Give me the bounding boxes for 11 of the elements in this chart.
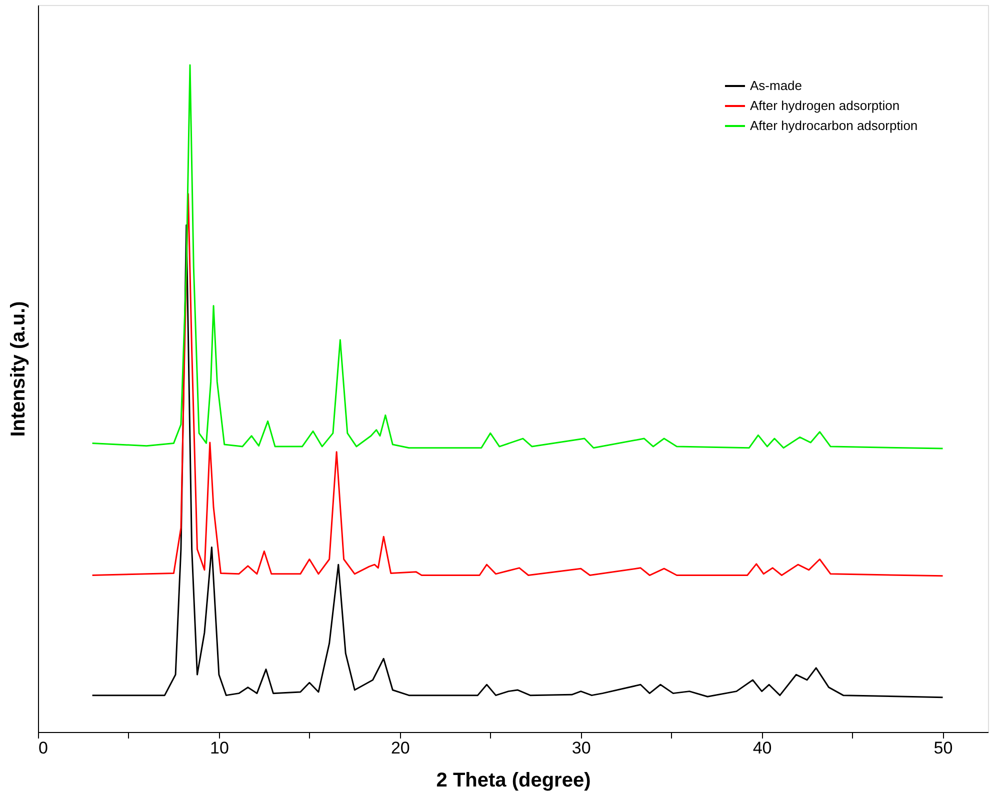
x-tick-label: 0 xyxy=(38,738,48,758)
y-axis-title: Intensity (a.u.) xyxy=(8,301,30,437)
legend-label: As-made xyxy=(750,78,802,93)
x-tick-label: 30 xyxy=(572,738,591,758)
x-tick-label: 10 xyxy=(210,738,229,758)
legend-label: After hydrocarbon adsorption xyxy=(750,118,918,133)
x-axis-title: 2 Theta (degree) xyxy=(436,770,591,792)
legend-label: After hydrogen adsorption xyxy=(750,98,900,113)
x-tick-label: 50 xyxy=(934,738,953,758)
x-tick-label: 20 xyxy=(390,738,410,758)
x-tick-label: 40 xyxy=(752,738,772,758)
